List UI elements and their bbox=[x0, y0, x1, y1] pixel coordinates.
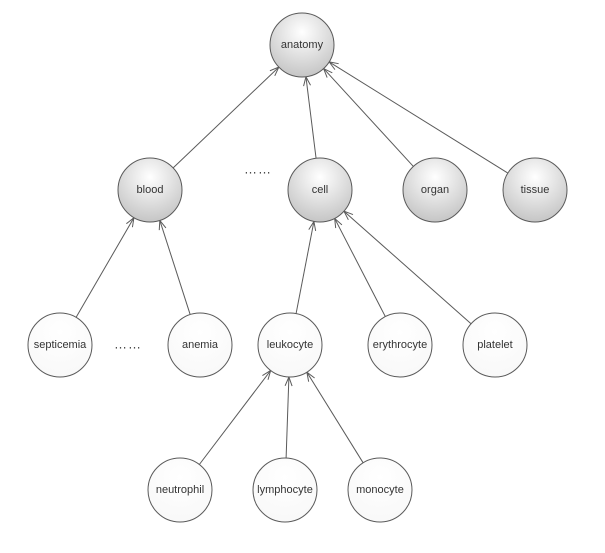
edge bbox=[296, 221, 314, 313]
node-lymphocyte: lymphocyte bbox=[253, 458, 317, 522]
node-leukocyte: leukocyte bbox=[258, 313, 322, 377]
ellipsis: …… bbox=[114, 336, 142, 351]
node-organ: organ bbox=[403, 158, 467, 222]
node-label: platelet bbox=[477, 339, 512, 351]
node-label: septicemia bbox=[34, 339, 87, 351]
node-label: anatomy bbox=[281, 39, 324, 51]
node-septicemia: septicemia bbox=[28, 313, 92, 377]
edges-layer bbox=[76, 62, 508, 465]
tree-diagram: anatomy blood cell organ tissue septicemia ane… bbox=[0, 0, 605, 553]
node-cell: cell bbox=[288, 158, 352, 222]
node-label: cell bbox=[312, 184, 329, 196]
node-tissue: tissue bbox=[503, 158, 567, 222]
nodes-layer: anatomy blood cell organ tissue septicemia ane… bbox=[28, 13, 567, 522]
node-label: anemia bbox=[182, 339, 219, 351]
node-anatomy: anatomy bbox=[270, 13, 334, 77]
node-label: neutrophil bbox=[156, 484, 204, 496]
edge bbox=[324, 69, 414, 167]
edge bbox=[307, 372, 363, 463]
node-anemia: anemia bbox=[168, 313, 232, 377]
node-label: monocyte bbox=[356, 484, 404, 496]
node-erythrocyte: erythrocyte bbox=[368, 313, 432, 377]
edge bbox=[199, 370, 270, 464]
edge bbox=[160, 220, 190, 314]
ellipsis: …… bbox=[244, 161, 272, 176]
node-label: blood bbox=[137, 184, 164, 196]
edge bbox=[76, 218, 134, 318]
edge bbox=[306, 77, 316, 158]
node-blood: blood bbox=[118, 158, 182, 222]
node-neutrophil: neutrophil bbox=[148, 458, 212, 522]
node-label: tissue bbox=[521, 184, 550, 196]
arrowhead bbox=[335, 218, 342, 228]
arrowhead bbox=[126, 218, 134, 228]
node-label: leukocyte bbox=[267, 339, 313, 351]
node-label: lymphocyte bbox=[257, 484, 313, 496]
node-platelet: platelet bbox=[463, 313, 527, 377]
arrowhead bbox=[329, 62, 338, 70]
node-label: organ bbox=[421, 184, 449, 196]
edge bbox=[173, 67, 279, 168]
edge bbox=[286, 377, 289, 458]
node-monocyte: monocyte bbox=[348, 458, 412, 522]
edge bbox=[344, 211, 471, 324]
arrowhead bbox=[307, 372, 315, 381]
edge bbox=[329, 62, 508, 173]
edge bbox=[335, 218, 386, 316]
node-label: erythrocyte bbox=[373, 339, 427, 351]
